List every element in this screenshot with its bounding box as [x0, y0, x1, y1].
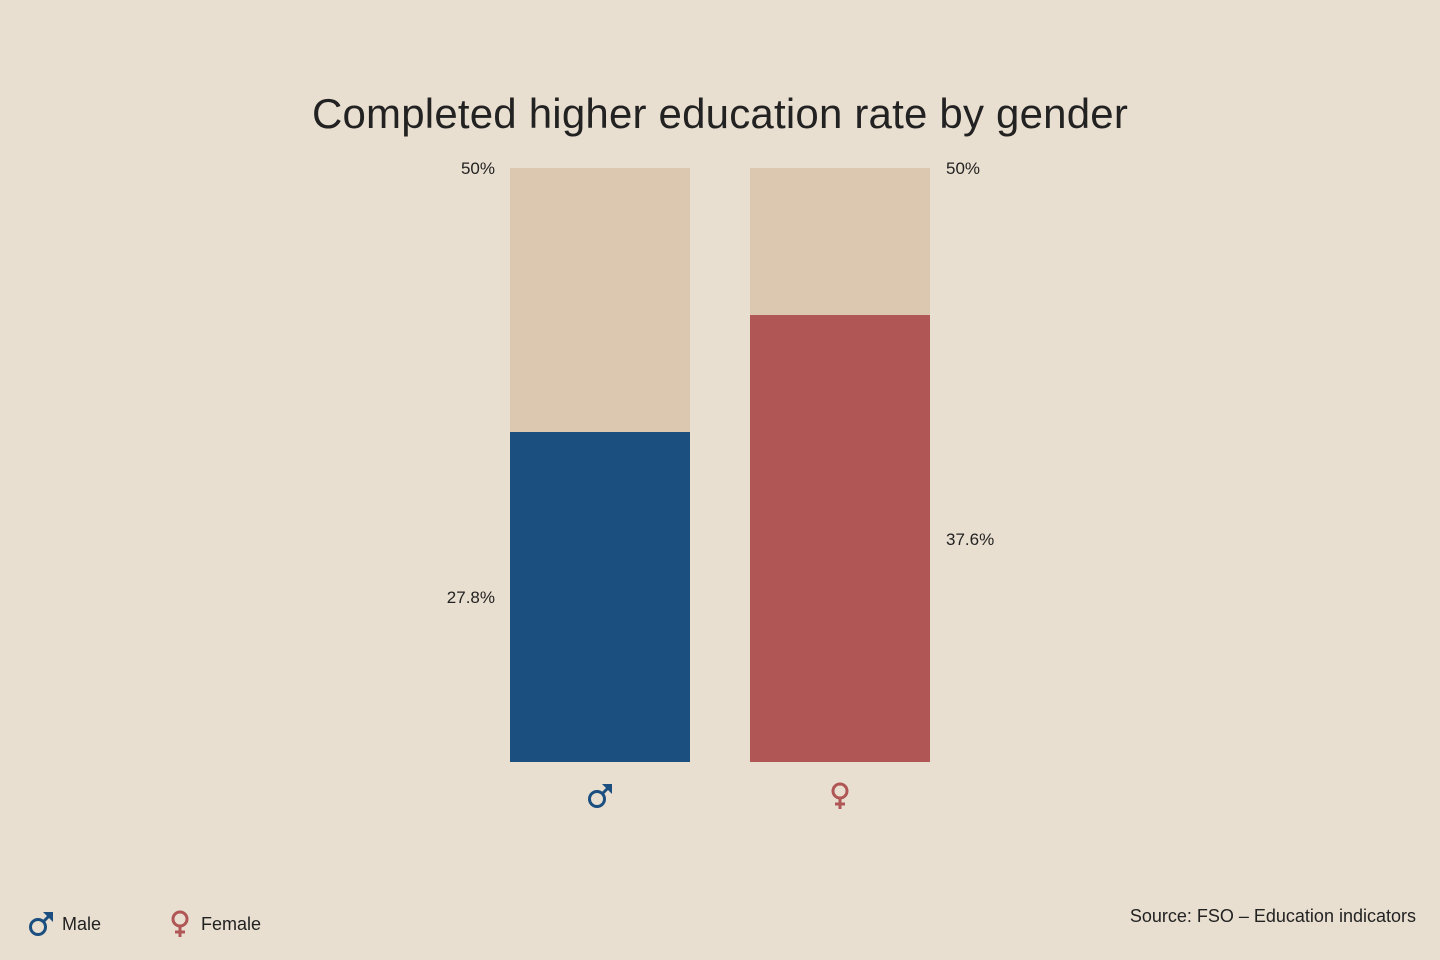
- male-symbol-icon: [29, 912, 53, 936]
- female-symbol-icon: [831, 782, 849, 809]
- male-value-label: 27.8%: [446, 588, 495, 607]
- chart-legend: Male Female: [28, 910, 327, 938]
- source-note: Source: FSO – Education indicators: [1129, 906, 1416, 926]
- female-symbol-icon: [171, 910, 189, 937]
- female-value-label: 37.6%: [946, 530, 995, 549]
- female-bar-fill: [750, 315, 930, 762]
- male-bar-fill: [510, 432, 690, 762]
- legend-label-male: Male: [62, 913, 102, 934]
- legend-label-female: Female: [201, 913, 262, 934]
- legend-item-female: Female: [167, 910, 261, 938]
- female-max-label: 50%: [946, 159, 981, 178]
- male-symbol-icon: [588, 784, 612, 808]
- legend-item-male: Male: [28, 910, 101, 938]
- chart-title: Completed higher education rate by gende…: [311, 90, 1129, 138]
- male-bar-track: [510, 168, 690, 762]
- male-max-label: 50%: [460, 159, 495, 178]
- female-bar-track: [750, 168, 930, 762]
